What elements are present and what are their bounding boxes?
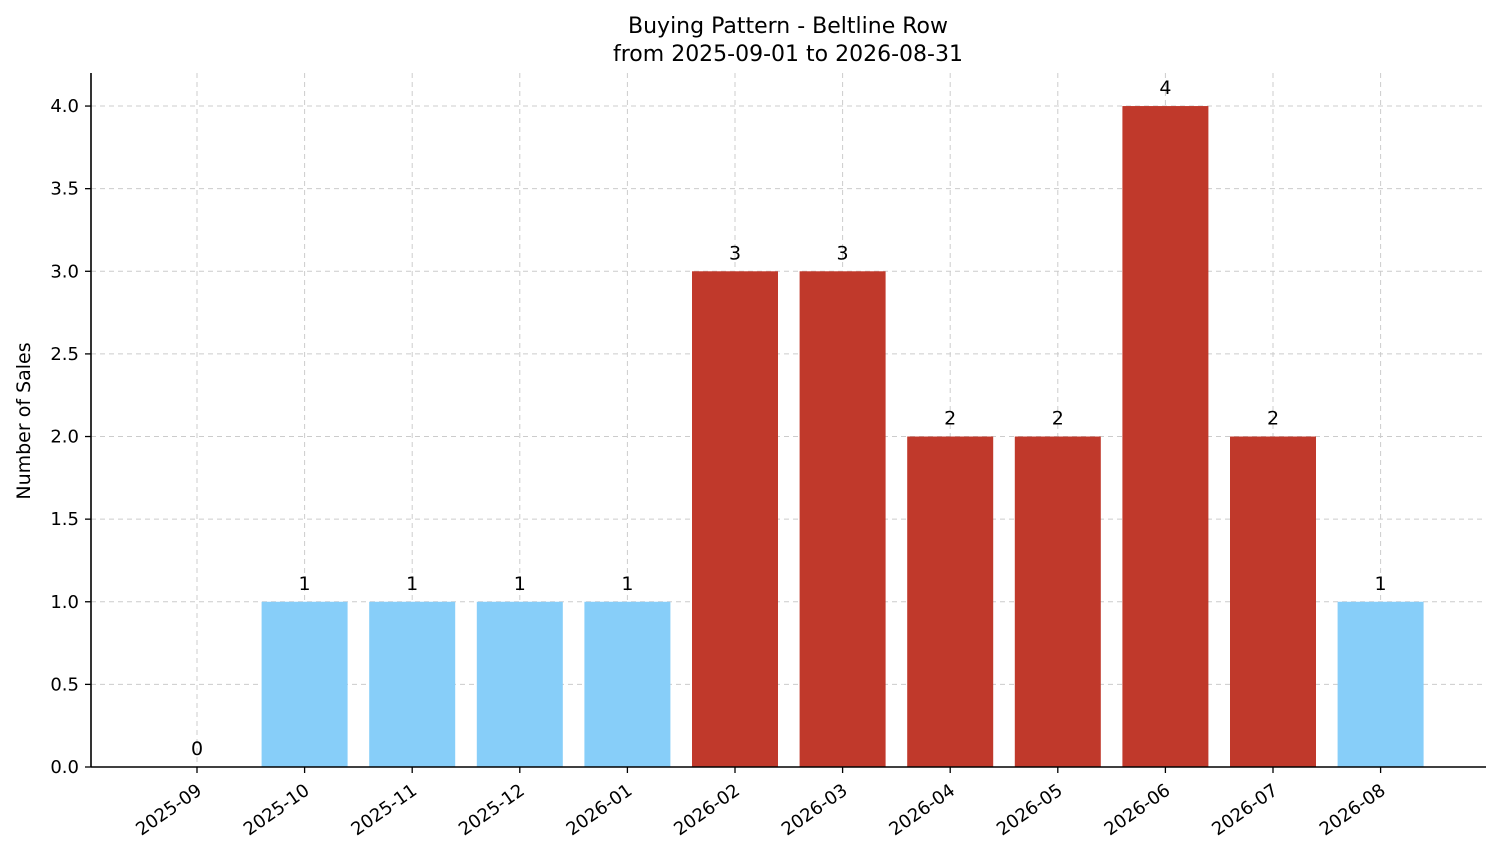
x-tick-label: 2025-09 [132,780,206,840]
y-tick-label: 3.0 [50,261,79,282]
bar [692,271,778,767]
y-tick-label: 2.0 [50,427,79,448]
data-label: 1 [621,573,633,595]
bar [476,601,563,767]
chart-title: Buying Pattern - Beltline Row [628,14,948,39]
bars-layer [261,106,1424,768]
data-label: 2 [944,408,956,430]
chart-subtitle: from 2025-09-01 to 2026-08-31 [613,42,963,67]
bar [1014,436,1101,767]
y-tick-label: 1.0 [50,592,79,613]
bar [261,601,348,767]
y-tick-label: 1.5 [50,509,79,530]
bar [1122,106,1209,768]
y-tick-label: 3.5 [50,179,79,200]
x-tick-label: 2025-11 [347,780,421,840]
data-label: 0 [191,738,203,760]
x-tick-label: 2026-08 [1316,780,1390,840]
x-tick-label: 2026-03 [778,780,852,840]
bar [799,271,886,767]
bar [369,601,456,767]
x-tick-label: 2026-07 [1208,780,1282,840]
data-label: 1 [1375,573,1387,595]
x-tick-label: 2025-10 [240,780,314,840]
bar [1337,601,1424,767]
bar [1230,436,1316,767]
data-labels-layer: 0 1 1 1 1 3 3 2 2 4 2 1 [191,77,1387,760]
x-tick-label: 2026-01 [563,780,637,840]
data-label: 3 [837,242,849,264]
data-label: 3 [729,242,741,264]
x-tick-label: 2026-06 [1101,780,1175,840]
data-label: 2 [1052,408,1064,430]
x-tick-label: 2025-12 [455,780,529,840]
data-label: 1 [299,573,311,595]
data-label: 1 [406,573,418,595]
data-label: 1 [514,573,526,595]
x-tick-label: 2026-05 [993,780,1067,840]
y-tick-label: 2.5 [50,344,79,365]
y-tick-label: 4.0 [50,96,79,117]
data-label: 4 [1159,77,1171,99]
x-tick-label: 2026-02 [670,780,744,840]
y-axis-label: Number of Sales [13,342,35,499]
bar [907,436,994,767]
y-tick-label: 0.5 [50,674,79,695]
data-label: 2 [1267,408,1279,430]
x-tick-label: 2026-04 [885,780,959,840]
bar [584,601,671,767]
y-tick-label: 0.0 [50,757,79,778]
